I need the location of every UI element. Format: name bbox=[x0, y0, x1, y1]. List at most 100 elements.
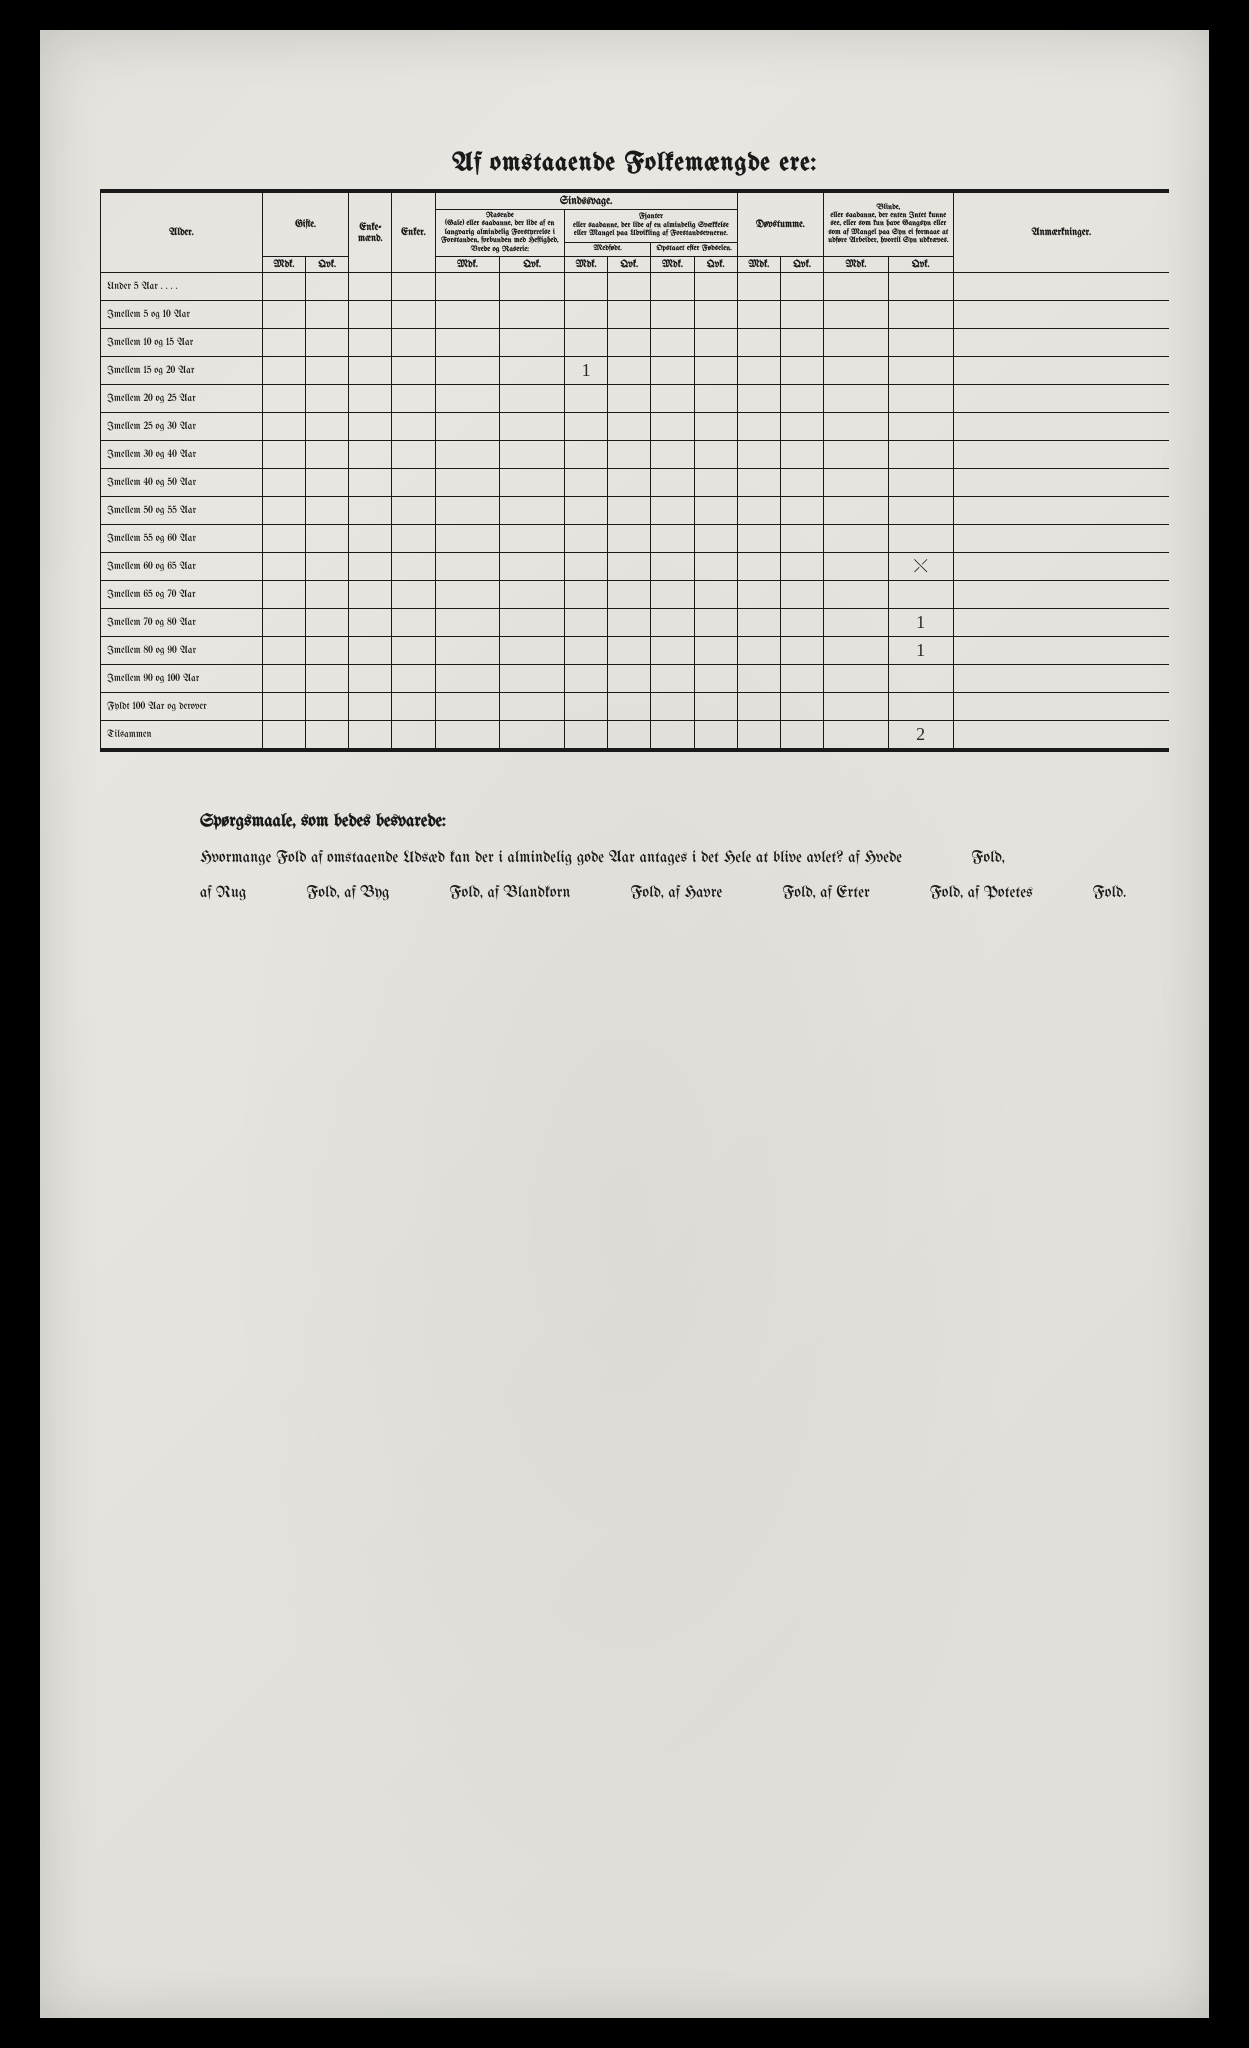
cell bbox=[780, 637, 823, 665]
q2-part: Fold, af Byg bbox=[306, 885, 389, 902]
cell bbox=[565, 665, 608, 693]
page-title: Af omstaaende Folkemængde ere: bbox=[100, 150, 1169, 177]
cell bbox=[694, 553, 737, 581]
table-row: Imellem 65 og 70 Aar bbox=[101, 581, 1170, 609]
cell bbox=[392, 693, 435, 721]
cell bbox=[565, 413, 608, 441]
cell bbox=[824, 525, 889, 553]
cell bbox=[262, 301, 305, 329]
cell bbox=[608, 497, 651, 525]
cell bbox=[608, 609, 651, 637]
cell bbox=[651, 469, 694, 497]
cell bbox=[780, 497, 823, 525]
cell bbox=[780, 469, 823, 497]
cell bbox=[392, 581, 435, 609]
cell bbox=[565, 469, 608, 497]
cell bbox=[262, 385, 305, 413]
cell bbox=[780, 273, 823, 301]
questions-line1: Hvormange Fold af omstaaende Udsæd kan d… bbox=[200, 841, 1129, 876]
sub-mdk: Mdk. bbox=[565, 257, 608, 273]
cell bbox=[888, 273, 953, 301]
cell bbox=[737, 609, 780, 637]
row-label: Fyldt 100 Aar og derover bbox=[101, 693, 263, 721]
table-row: Tilsammen2 bbox=[101, 721, 1170, 749]
anm-cell bbox=[953, 301, 1169, 329]
anm-cell bbox=[953, 357, 1169, 385]
cell bbox=[888, 385, 953, 413]
cell bbox=[500, 665, 565, 693]
cell bbox=[694, 665, 737, 693]
cell bbox=[306, 329, 349, 357]
col-blinde: Blinde, eller saadanne, der enten Intet … bbox=[824, 193, 954, 257]
table-header: Alder. Gifte. Enke- mænd. Enker. Sindssv… bbox=[101, 193, 1170, 273]
cell bbox=[737, 441, 780, 469]
cell bbox=[608, 469, 651, 497]
cell bbox=[780, 301, 823, 329]
cell bbox=[392, 665, 435, 693]
cell: 2 bbox=[888, 721, 953, 749]
cell bbox=[306, 525, 349, 553]
anm-cell bbox=[953, 637, 1169, 665]
cell bbox=[824, 357, 889, 385]
table-row: Imellem 70 og 80 Aar1 bbox=[101, 609, 1170, 637]
cell bbox=[780, 609, 823, 637]
cell bbox=[349, 637, 392, 665]
table-row: Imellem 15 og 20 Aar1 bbox=[101, 357, 1170, 385]
row-label: Imellem 5 og 10 Aar bbox=[101, 301, 263, 329]
cell bbox=[262, 693, 305, 721]
cell bbox=[565, 497, 608, 525]
anm-cell bbox=[953, 525, 1169, 553]
cell bbox=[306, 721, 349, 749]
cell bbox=[392, 413, 435, 441]
cell bbox=[737, 665, 780, 693]
cell bbox=[608, 665, 651, 693]
col-opstaaet: Opstaaet efter Fødselen. bbox=[651, 242, 737, 256]
col-rasende: Rasende (Gale) eller saadanne, der lide … bbox=[435, 210, 565, 257]
cell bbox=[824, 637, 889, 665]
cell bbox=[565, 553, 608, 581]
cell bbox=[888, 469, 953, 497]
cell bbox=[306, 693, 349, 721]
cell bbox=[306, 385, 349, 413]
cell bbox=[780, 357, 823, 385]
cell bbox=[780, 581, 823, 609]
cell bbox=[780, 693, 823, 721]
cell bbox=[392, 637, 435, 665]
cell bbox=[262, 665, 305, 693]
cell bbox=[500, 581, 565, 609]
cell bbox=[500, 721, 565, 749]
sub-mdk: Mdk. bbox=[737, 257, 780, 273]
sub-mdk: Mdk. bbox=[435, 257, 500, 273]
row-label: Imellem 40 og 50 Aar bbox=[101, 469, 263, 497]
row-label: Imellem 50 og 55 Aar bbox=[101, 497, 263, 525]
cell bbox=[824, 665, 889, 693]
cell bbox=[694, 525, 737, 553]
cell bbox=[349, 609, 392, 637]
cell bbox=[349, 721, 392, 749]
cell: 1 bbox=[565, 357, 608, 385]
cell bbox=[306, 609, 349, 637]
col-medfodt: Medfødt. bbox=[565, 242, 651, 256]
cell bbox=[262, 273, 305, 301]
table-row: Imellem 25 og 30 Aar bbox=[101, 413, 1170, 441]
sub-qvk: Qvk. bbox=[608, 257, 651, 273]
cell bbox=[737, 693, 780, 721]
cell bbox=[651, 525, 694, 553]
cell bbox=[651, 553, 694, 581]
cell bbox=[565, 301, 608, 329]
cell bbox=[737, 721, 780, 749]
cell bbox=[824, 693, 889, 721]
cell bbox=[435, 385, 500, 413]
table-row: Imellem 90 og 100 Aar bbox=[101, 665, 1170, 693]
row-label: Under 5 Aar . . . . bbox=[101, 273, 263, 301]
col-sindssvage: Sindssvage. bbox=[435, 193, 737, 210]
table-row: Imellem 40 og 50 Aar bbox=[101, 469, 1170, 497]
cell bbox=[565, 637, 608, 665]
cell bbox=[608, 637, 651, 665]
cell bbox=[500, 609, 565, 637]
cell bbox=[651, 441, 694, 469]
cell bbox=[349, 385, 392, 413]
col-alder: Alder. bbox=[101, 193, 263, 273]
anm-cell bbox=[953, 413, 1169, 441]
cell bbox=[694, 413, 737, 441]
